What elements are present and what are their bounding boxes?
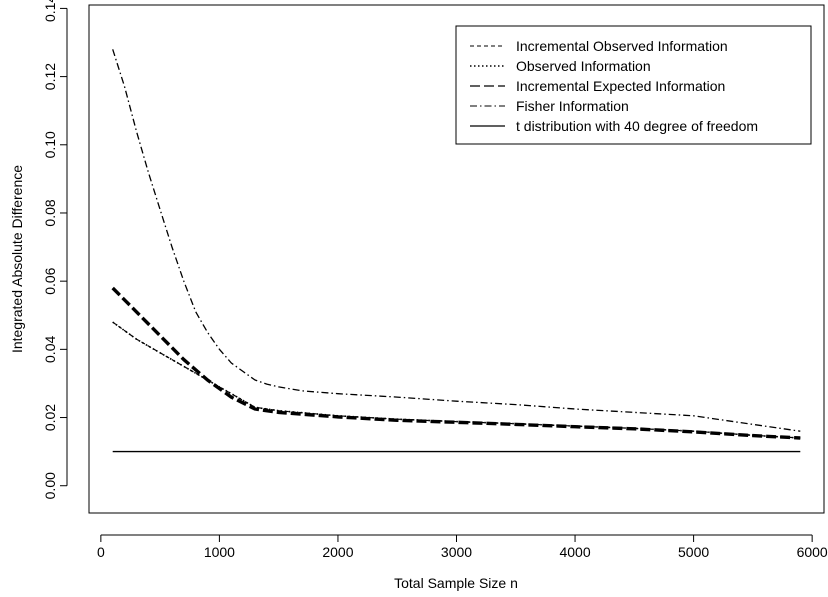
y-tick-label: 0.10 — [42, 131, 58, 158]
series-line-2 — [111, 286, 801, 440]
x-tick-label: 2000 — [322, 544, 353, 560]
legend-label-0: Incremental Observed Information — [516, 38, 728, 54]
y-tick-label: 0.14 — [42, 0, 58, 22]
x-tick-label: 6000 — [797, 544, 828, 560]
legend: Incremental Observed Information Observed… — [455, 25, 812, 145]
y-tick-label: 0.08 — [42, 199, 58, 226]
x-axis-title: Total Sample Size n — [394, 575, 518, 591]
y-tick-label: 0.00 — [42, 472, 58, 499]
series-line-3 — [112, 49, 801, 432]
legend-label-1: Observed Information — [516, 58, 651, 74]
y-tick-label: 0.06 — [42, 267, 58, 294]
x-tick-label: 1000 — [204, 544, 235, 560]
legend-label-3: Fisher Information — [516, 98, 629, 114]
x-tick-label: 5000 — [678, 544, 709, 560]
x-tick-label: 4000 — [559, 544, 590, 560]
series-layer — [111, 49, 801, 453]
y-tick-label: 0.02 — [42, 404, 58, 431]
plot-frame — [88, 4, 825, 514]
legend-label-4: t distribution with 40 degree of freedom — [516, 118, 758, 134]
y-axis-title: Integrated Absolute Difference — [9, 165, 25, 353]
y-tick-label: 0.12 — [42, 63, 58, 90]
x-axis: 0 1000 2000 3000 4000 5000 6000 — [97, 534, 828, 560]
legend-label-2: Incremental Expected Information — [516, 78, 725, 94]
y-axis: 0.00 0.02 0.04 0.06 0.08 0.10 0.12 0.14 — [42, 0, 68, 499]
series-line-1 — [112, 321, 801, 439]
x-tick-label: 3000 — [441, 544, 472, 560]
y-tick-label: 0.04 — [42, 336, 58, 363]
legend-box — [455, 25, 812, 145]
series-line-0 — [112, 321, 801, 439]
x-tick-label: 0 — [97, 544, 105, 560]
